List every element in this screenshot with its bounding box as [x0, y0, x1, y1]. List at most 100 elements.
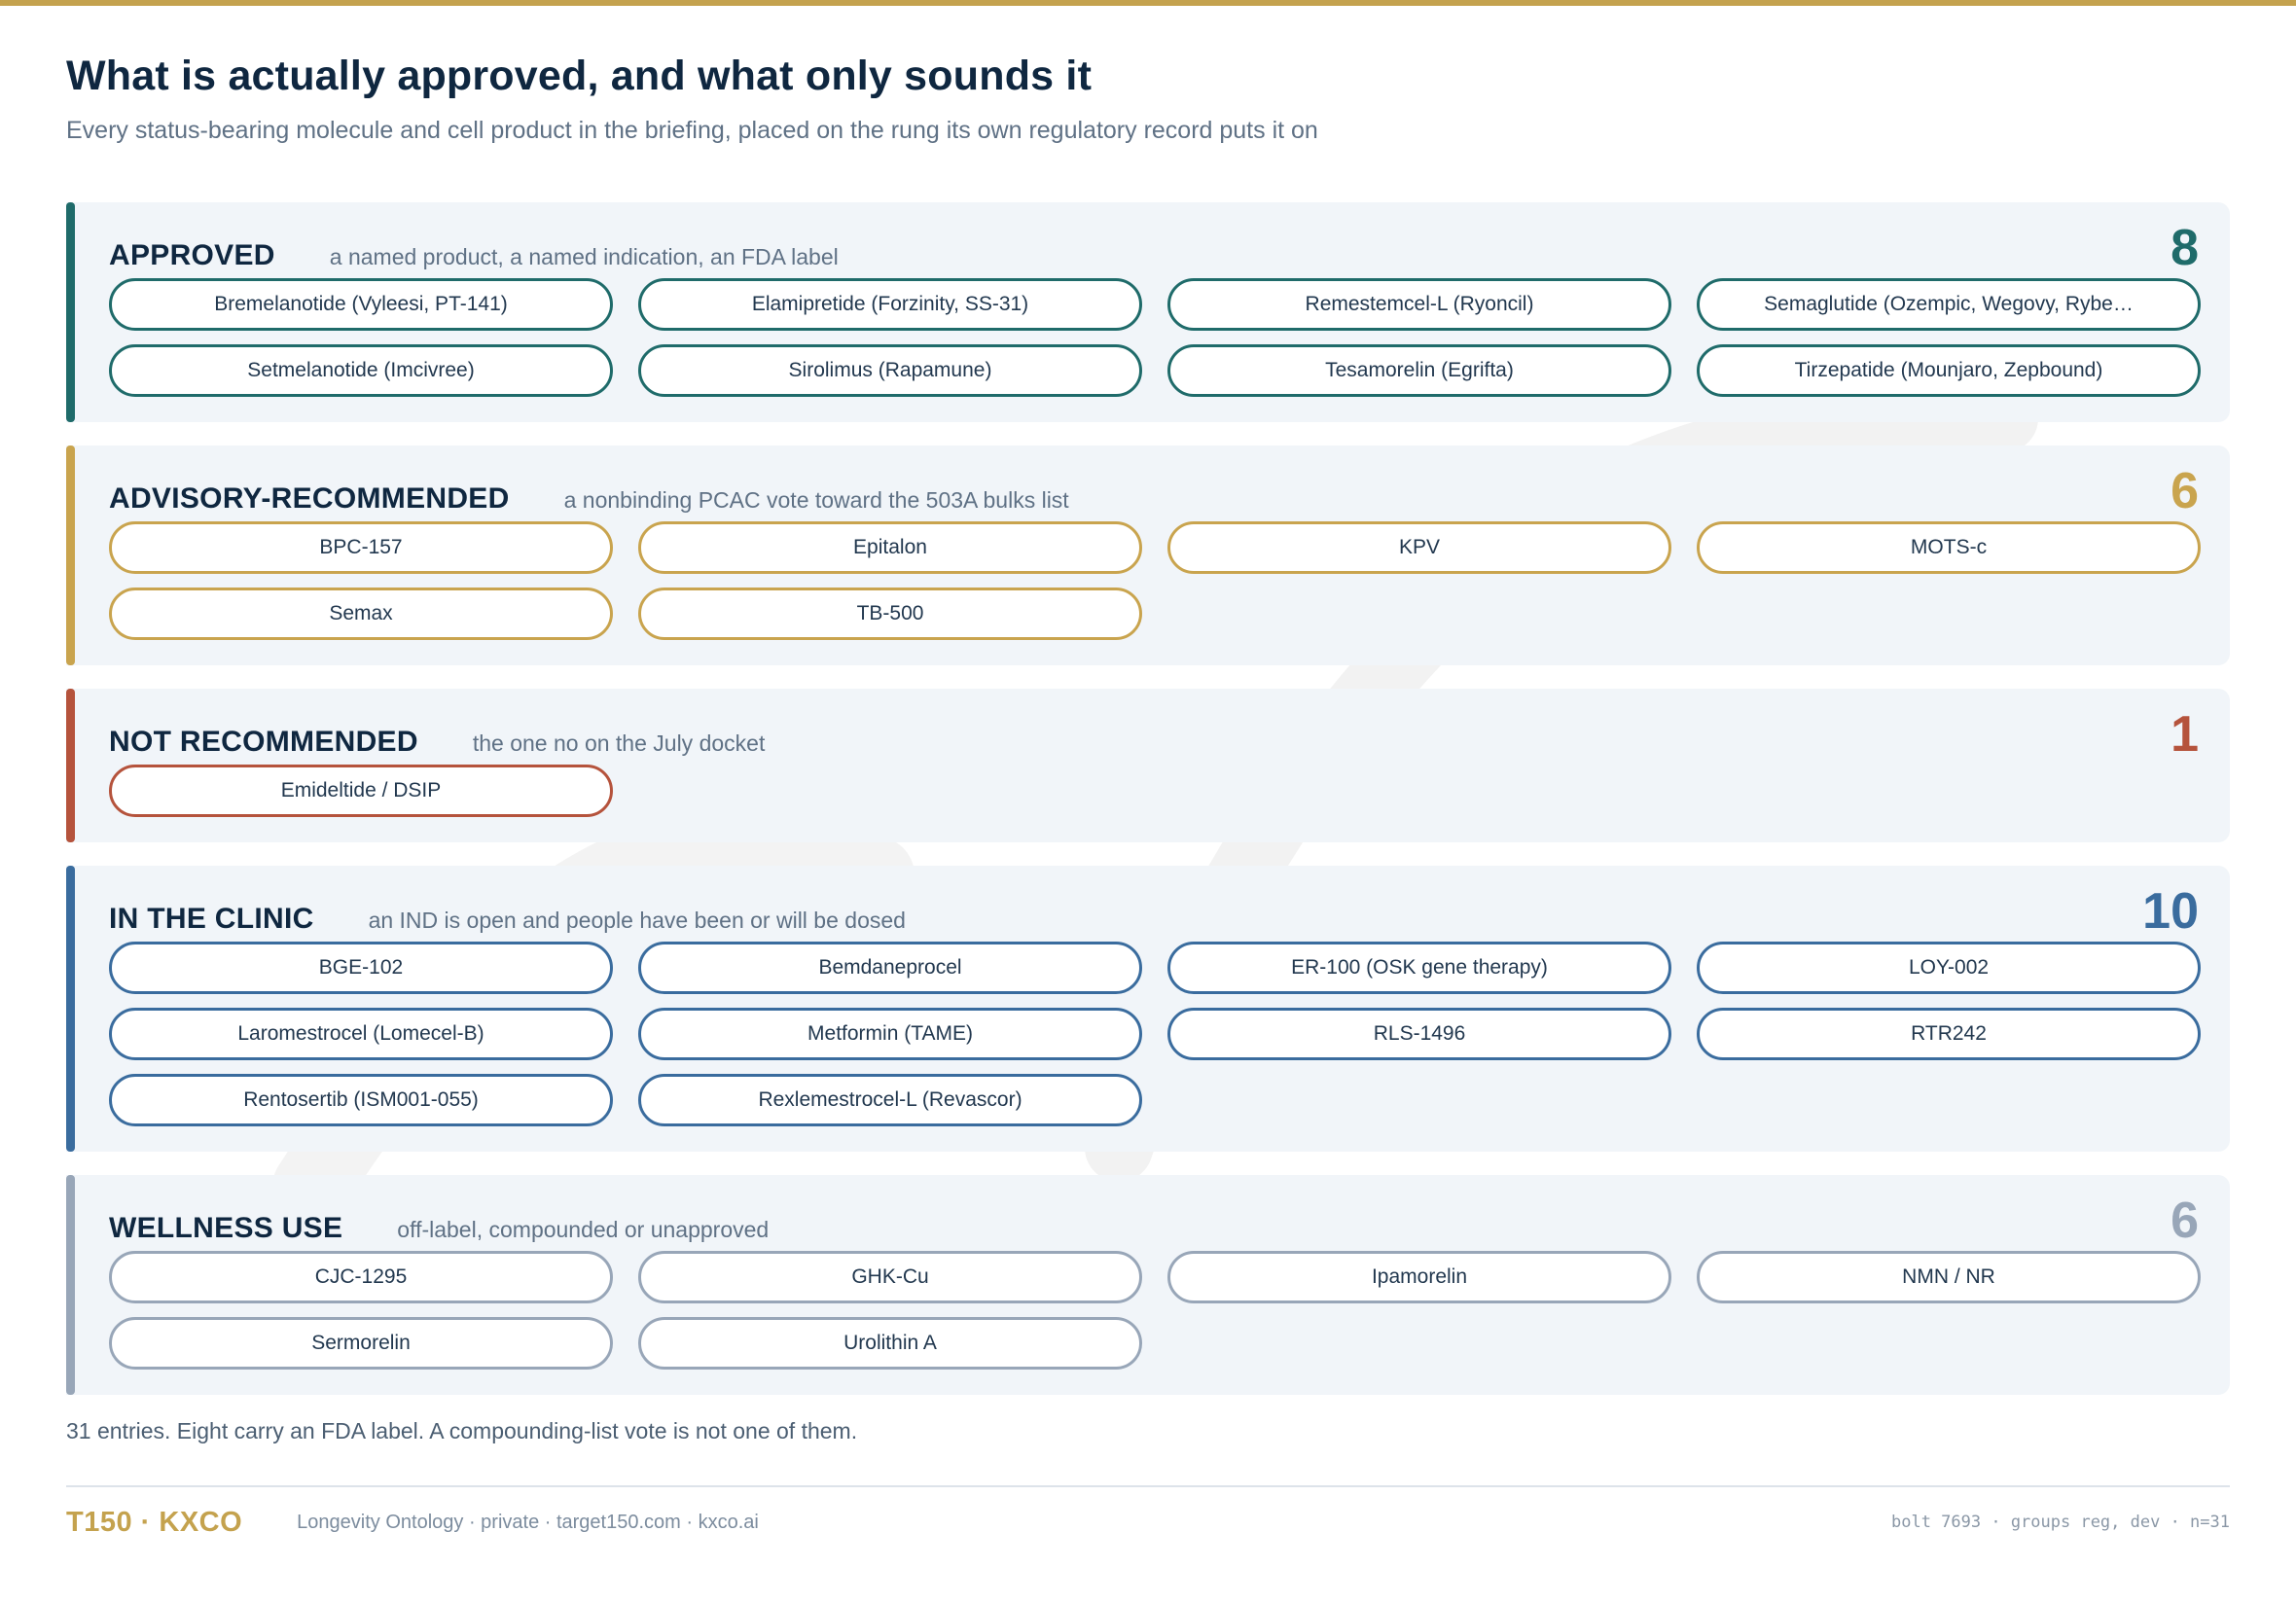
entry-label: Laromestrocel (Lomecel-B) [237, 1022, 484, 1045]
group-name: IN THE CLINIC [109, 903, 314, 935]
entry-chip[interactable]: TB-500 [638, 588, 1142, 640]
entry-chip[interactable]: MOTS-c [1697, 521, 2201, 574]
group-count: 6 [2170, 1193, 2199, 1249]
group-description: an IND is open and people have been or w… [368, 908, 906, 933]
top-accent-bar [0, 0, 2296, 6]
entry-label: Tesamorelin (Egrifta) [1325, 359, 1514, 381]
entry-chip[interactable]: Semaglutide (Ozempic, Wegovy, Rybe… [1697, 278, 2201, 331]
entry-label: BPC-157 [319, 536, 403, 558]
entry-label: Epitalon [853, 536, 927, 558]
group-header: NOT RECOMMENDED the one no on the July do… [109, 706, 2199, 763]
brand-logo: T150 · KXCO [66, 1506, 243, 1538]
entry-label: RLS-1496 [1373, 1022, 1466, 1045]
group-header: IN THE CLINIC an IND is open and people h… [109, 883, 2199, 940]
entry-chip[interactable]: BPC-157 [109, 521, 613, 574]
group-header: ADVISORY-RECOMMENDED a nonbinding PCAC vo… [109, 463, 2199, 519]
entry-label: RTR242 [1911, 1022, 1987, 1045]
group-count: 6 [2170, 463, 2199, 519]
entry-chip[interactable]: KPV [1167, 521, 1671, 574]
group-not-recommended: NOT RECOMMENDED the one no on the July do… [66, 689, 2230, 842]
entry-chip[interactable]: ER-100 (OSK gene therapy) [1167, 942, 1671, 994]
group-approved: APPROVED a named product, a named indicat… [66, 202, 2230, 422]
entry-label: KPV [1398, 536, 1441, 558]
group-accent-bar [66, 445, 75, 665]
entry-label: Remestemcel-L (Ryoncil) [1305, 293, 1534, 315]
group-count: 10 [2142, 883, 2199, 940]
entry-chip[interactable]: Bemdaneprocel [638, 942, 1142, 994]
chip-list: BPC-157 Epitalon KPV MOTS-c Semax TB-500 [109, 521, 2201, 640]
entry-label: BGE-102 [318, 956, 404, 979]
group-accent-bar [66, 866, 75, 1152]
entry-label: Elamipretide (Forzinity, SS-31) [751, 293, 1029, 315]
entry-chip[interactable]: Remestemcel-L (Ryoncil) [1167, 278, 1671, 331]
entry-chip[interactable]: Tirzepatide (Mounjaro, Zepbound) [1697, 344, 2201, 397]
entry-label: Semaglutide (Ozempic, Wegovy, Rybe… [1764, 293, 2134, 315]
entry-chip[interactable]: Bremelanotide (Vyleesi, PT-141) [109, 278, 613, 331]
entry-chip[interactable]: Rentosertib (ISM001-055) [109, 1074, 613, 1126]
entry-chip[interactable]: Sermorelin [109, 1317, 613, 1370]
entry-label: Metformin (TAME) [807, 1022, 973, 1045]
entry-label: MOTS-c [1910, 536, 1988, 558]
group-accent-bar [66, 1175, 75, 1395]
entry-chip[interactable]: BGE-102 [109, 942, 613, 994]
entry-chip[interactable]: RLS-1496 [1167, 1008, 1671, 1060]
entry-label: Urolithin A [843, 1332, 937, 1354]
group-header: WELLNESS USE off-label, compounded or una… [109, 1193, 2199, 1249]
entry-chip[interactable]: Urolithin A [638, 1317, 1142, 1370]
entry-chip[interactable]: Rexlemestrocel-L (Revascor) [638, 1074, 1142, 1126]
footer-note: Longevity Ontology · private · target150… [297, 1511, 759, 1533]
group-description: a nonbinding PCAC vote toward the 503A b… [563, 487, 1069, 513]
group-advisory-recommended: ADVISORY-RECOMMENDED a nonbinding PCAC vo… [66, 445, 2230, 665]
entry-label: Semax [329, 602, 393, 624]
entry-chip[interactable]: NMN / NR [1697, 1251, 2201, 1303]
footer-divider [66, 1485, 2230, 1487]
entry-label: TB-500 [856, 602, 924, 624]
entry-label: ER-100 (OSK gene therapy) [1291, 956, 1548, 979]
entry-label: Tirzepatide (Mounjaro, Zepbound) [1794, 359, 2103, 381]
entry-chip[interactable]: Sirolimus (Rapamune) [638, 344, 1142, 397]
page-title: What is actually approved, and what only… [66, 53, 1093, 99]
group-description: a named product, a named indication, an … [329, 244, 839, 269]
entry-chip[interactable]: Epitalon [638, 521, 1142, 574]
entry-label: Rexlemestrocel-L (Revascor) [758, 1088, 1022, 1111]
entry-chip[interactable]: Emideltide / DSIP [109, 765, 613, 817]
entry-label: Rentosertib (ISM001-055) [243, 1088, 479, 1111]
entry-label: Ipamorelin [1371, 1265, 1468, 1288]
group-count: 8 [2170, 220, 2199, 276]
page-subtitle: Every status-bearing molecule and cell p… [66, 117, 1318, 144]
footer: T150 · KXCO Longevity Ontology · private… [66, 1503, 2230, 1542]
entry-label: Bremelanotide (Vyleesi, PT-141) [214, 293, 508, 315]
chip-list: Bremelanotide (Vyleesi, PT-141) Elamipret… [109, 278, 2201, 397]
entry-chip[interactable]: Ipamorelin [1167, 1251, 1671, 1303]
entry-label: Sirolimus (Rapamune) [788, 359, 992, 381]
summary-text: 31 entries. Eight carry an FDA label. A … [66, 1418, 858, 1443]
group-name: ADVISORY-RECOMMENDED [109, 482, 510, 515]
entry-chip[interactable]: Elamipretide (Forzinity, SS-31) [638, 278, 1142, 331]
entry-chip[interactable]: Tesamorelin (Egrifta) [1167, 344, 1671, 397]
group-name: NOT RECOMMENDED [109, 726, 418, 758]
entry-chip[interactable]: CJC-1295 [109, 1251, 613, 1303]
chip-list: CJC-1295 GHK-Cu Ipamorelin NMN / NR Sermorel… [109, 1251, 2201, 1370]
chip-list: BGE-102 Bemdaneprocel ER-100 (OSK gene the… [109, 942, 2201, 1126]
build-info: bolt 7693 · groups reg, dev · n=31 [1891, 1513, 2230, 1532]
entry-chip[interactable]: Metformin (TAME) [638, 1008, 1142, 1060]
entry-chip[interactable]: RTR242 [1697, 1008, 2201, 1060]
group-name: APPROVED [109, 239, 275, 271]
group-count: 1 [2170, 706, 2199, 763]
entry-chip[interactable]: Setmelanotide (Imcivree) [109, 344, 613, 397]
entry-label: Sermorelin [311, 1332, 411, 1354]
group-in-the-clinic: IN THE CLINIC an IND is open and people h… [66, 866, 2230, 1152]
entry-chip[interactable]: Semax [109, 588, 613, 640]
group-wellness-use: WELLNESS USE off-label, compounded or una… [66, 1175, 2230, 1395]
entry-label: CJC-1295 [314, 1265, 408, 1288]
entry-label: GHK-Cu [851, 1265, 929, 1288]
page-content: What is actually approved, and what only… [66, 51, 2230, 1542]
entry-label: Setmelanotide (Imcivree) [247, 359, 475, 381]
group-header: APPROVED a named product, a named indicat… [109, 220, 2199, 276]
chip-list: Emideltide / DSIP [109, 765, 2199, 817]
group-description: the one no on the July docket [472, 730, 766, 756]
entry-chip[interactable]: LOY-002 [1697, 942, 2201, 994]
entry-chip[interactable]: GHK-Cu [638, 1251, 1142, 1303]
entry-label: LOY-002 [1908, 956, 1990, 979]
entry-chip[interactable]: Laromestrocel (Lomecel-B) [109, 1008, 613, 1060]
